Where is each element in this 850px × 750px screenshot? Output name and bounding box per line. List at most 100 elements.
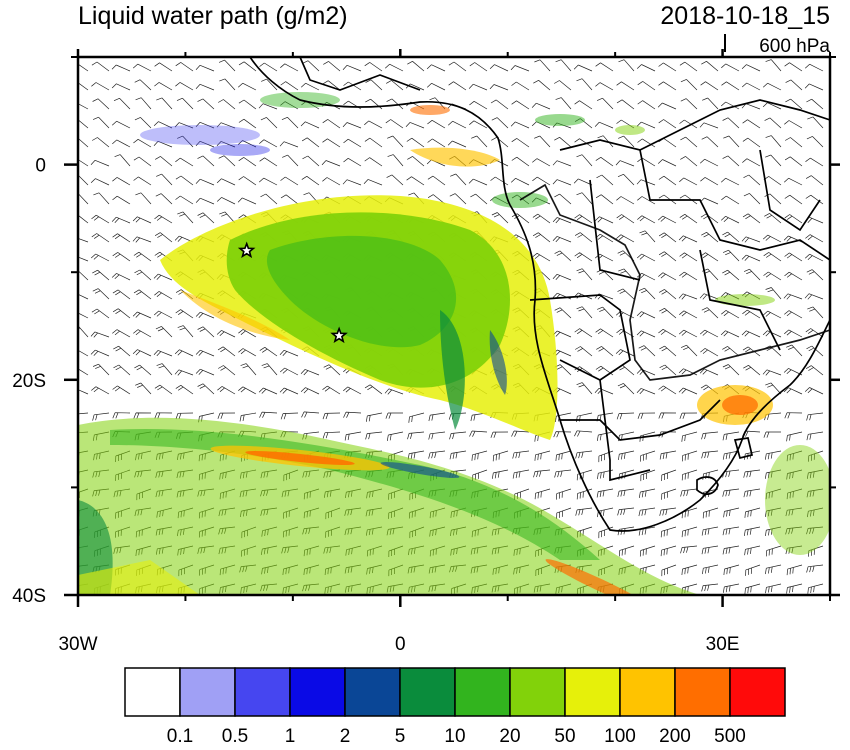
wind-barb xyxy=(385,412,403,419)
wind-barb xyxy=(238,118,257,129)
wind-barb xyxy=(281,116,299,129)
wind-barb xyxy=(657,215,677,224)
wind-barb xyxy=(282,154,299,167)
wind-barb xyxy=(177,325,194,338)
wind-barb xyxy=(426,82,446,91)
wind-barb xyxy=(218,155,236,167)
wind-barb xyxy=(154,291,173,300)
wind-barb xyxy=(112,195,131,205)
wind-barb xyxy=(636,330,656,338)
wind-barb xyxy=(300,121,320,129)
wind-barb xyxy=(114,154,131,167)
colorbar-label: 100 xyxy=(604,726,636,747)
wind-barb xyxy=(554,80,572,91)
wind-barb xyxy=(594,216,614,224)
wind-barb xyxy=(531,102,551,110)
wind-barb xyxy=(556,507,572,519)
wind-barb xyxy=(618,59,635,72)
wind-barb xyxy=(554,469,572,478)
wind-barb xyxy=(386,80,404,91)
wind-barb xyxy=(618,135,635,148)
colorbar-label: 0.5 xyxy=(222,726,248,747)
wind-barb xyxy=(427,175,446,186)
wind-barb xyxy=(195,140,215,148)
wind-barb xyxy=(532,252,551,262)
wind-barb xyxy=(699,122,719,129)
wind-barb xyxy=(804,83,824,91)
wind-barb xyxy=(616,234,635,243)
wind-barb xyxy=(195,121,215,129)
wind-barb xyxy=(112,385,131,395)
wind-barb xyxy=(447,120,467,129)
wind-barb xyxy=(576,469,593,481)
wind-barb xyxy=(90,349,110,357)
wind-barb xyxy=(510,65,530,72)
wind-barb xyxy=(721,310,740,319)
wind-barb xyxy=(720,177,740,186)
wind-barb xyxy=(722,450,740,460)
wind-barb xyxy=(658,328,677,338)
colorbar-label: 2 xyxy=(340,726,351,747)
wind-barb xyxy=(785,507,803,517)
wind-barb xyxy=(552,273,572,281)
wind-barb xyxy=(132,349,152,357)
colorbar-label: 20 xyxy=(499,726,520,747)
wind-barb xyxy=(807,116,824,129)
wind-barb xyxy=(92,412,110,421)
wind-barb xyxy=(471,450,488,461)
wind-barb xyxy=(783,235,803,243)
colorbar-swatch xyxy=(454,667,511,717)
wind-barb xyxy=(573,64,593,72)
wind-barb xyxy=(216,122,236,129)
wind-barb xyxy=(784,120,803,129)
wind-barb xyxy=(805,194,824,205)
wind-barb xyxy=(343,81,362,91)
wind-barb xyxy=(638,345,656,357)
wind-barb xyxy=(532,158,551,167)
wind-barb xyxy=(743,488,761,498)
wind-barb xyxy=(405,122,425,129)
wind-barb xyxy=(365,79,383,91)
wind-barb xyxy=(218,99,236,110)
wind-barb xyxy=(574,430,593,437)
wind-barb xyxy=(679,214,698,224)
wind-barb xyxy=(386,174,404,186)
wind-barb xyxy=(786,564,803,576)
wind-barb xyxy=(658,232,677,243)
wind-barb xyxy=(177,135,194,148)
wind-barb xyxy=(701,583,719,592)
wind-barb xyxy=(279,367,299,376)
wind-barb xyxy=(615,160,635,167)
wind-barb xyxy=(555,97,572,110)
wind-barb xyxy=(490,431,509,438)
wind-barb xyxy=(637,138,656,148)
wind-barb xyxy=(804,387,824,395)
wind-barb xyxy=(469,430,488,437)
wind-barb xyxy=(175,412,194,420)
wind-barb xyxy=(574,232,593,243)
wind-barb xyxy=(156,97,173,110)
wind-barb xyxy=(722,364,740,376)
wind-barb xyxy=(680,98,698,110)
wind-barb xyxy=(786,469,803,480)
wind-barb xyxy=(617,173,635,186)
wind-barb xyxy=(218,365,236,376)
wind-barb xyxy=(133,251,152,262)
wind-barb xyxy=(762,234,782,243)
star-marker xyxy=(237,241,256,259)
colorbar-swatch xyxy=(729,667,786,717)
wind-barb xyxy=(596,97,614,110)
wind-barb xyxy=(784,62,803,72)
wind-barb xyxy=(574,214,593,224)
wind-barb xyxy=(765,382,782,395)
wind-barb xyxy=(91,308,110,319)
wind-barb xyxy=(617,488,635,497)
wind-barb xyxy=(342,122,362,129)
wind-barb xyxy=(741,236,761,243)
wind-barb xyxy=(344,431,362,441)
wind-barb xyxy=(197,383,215,395)
wind-barb xyxy=(426,64,446,72)
star-marker xyxy=(330,326,348,344)
wind-barb xyxy=(78,238,89,243)
wind-barb xyxy=(658,385,677,395)
